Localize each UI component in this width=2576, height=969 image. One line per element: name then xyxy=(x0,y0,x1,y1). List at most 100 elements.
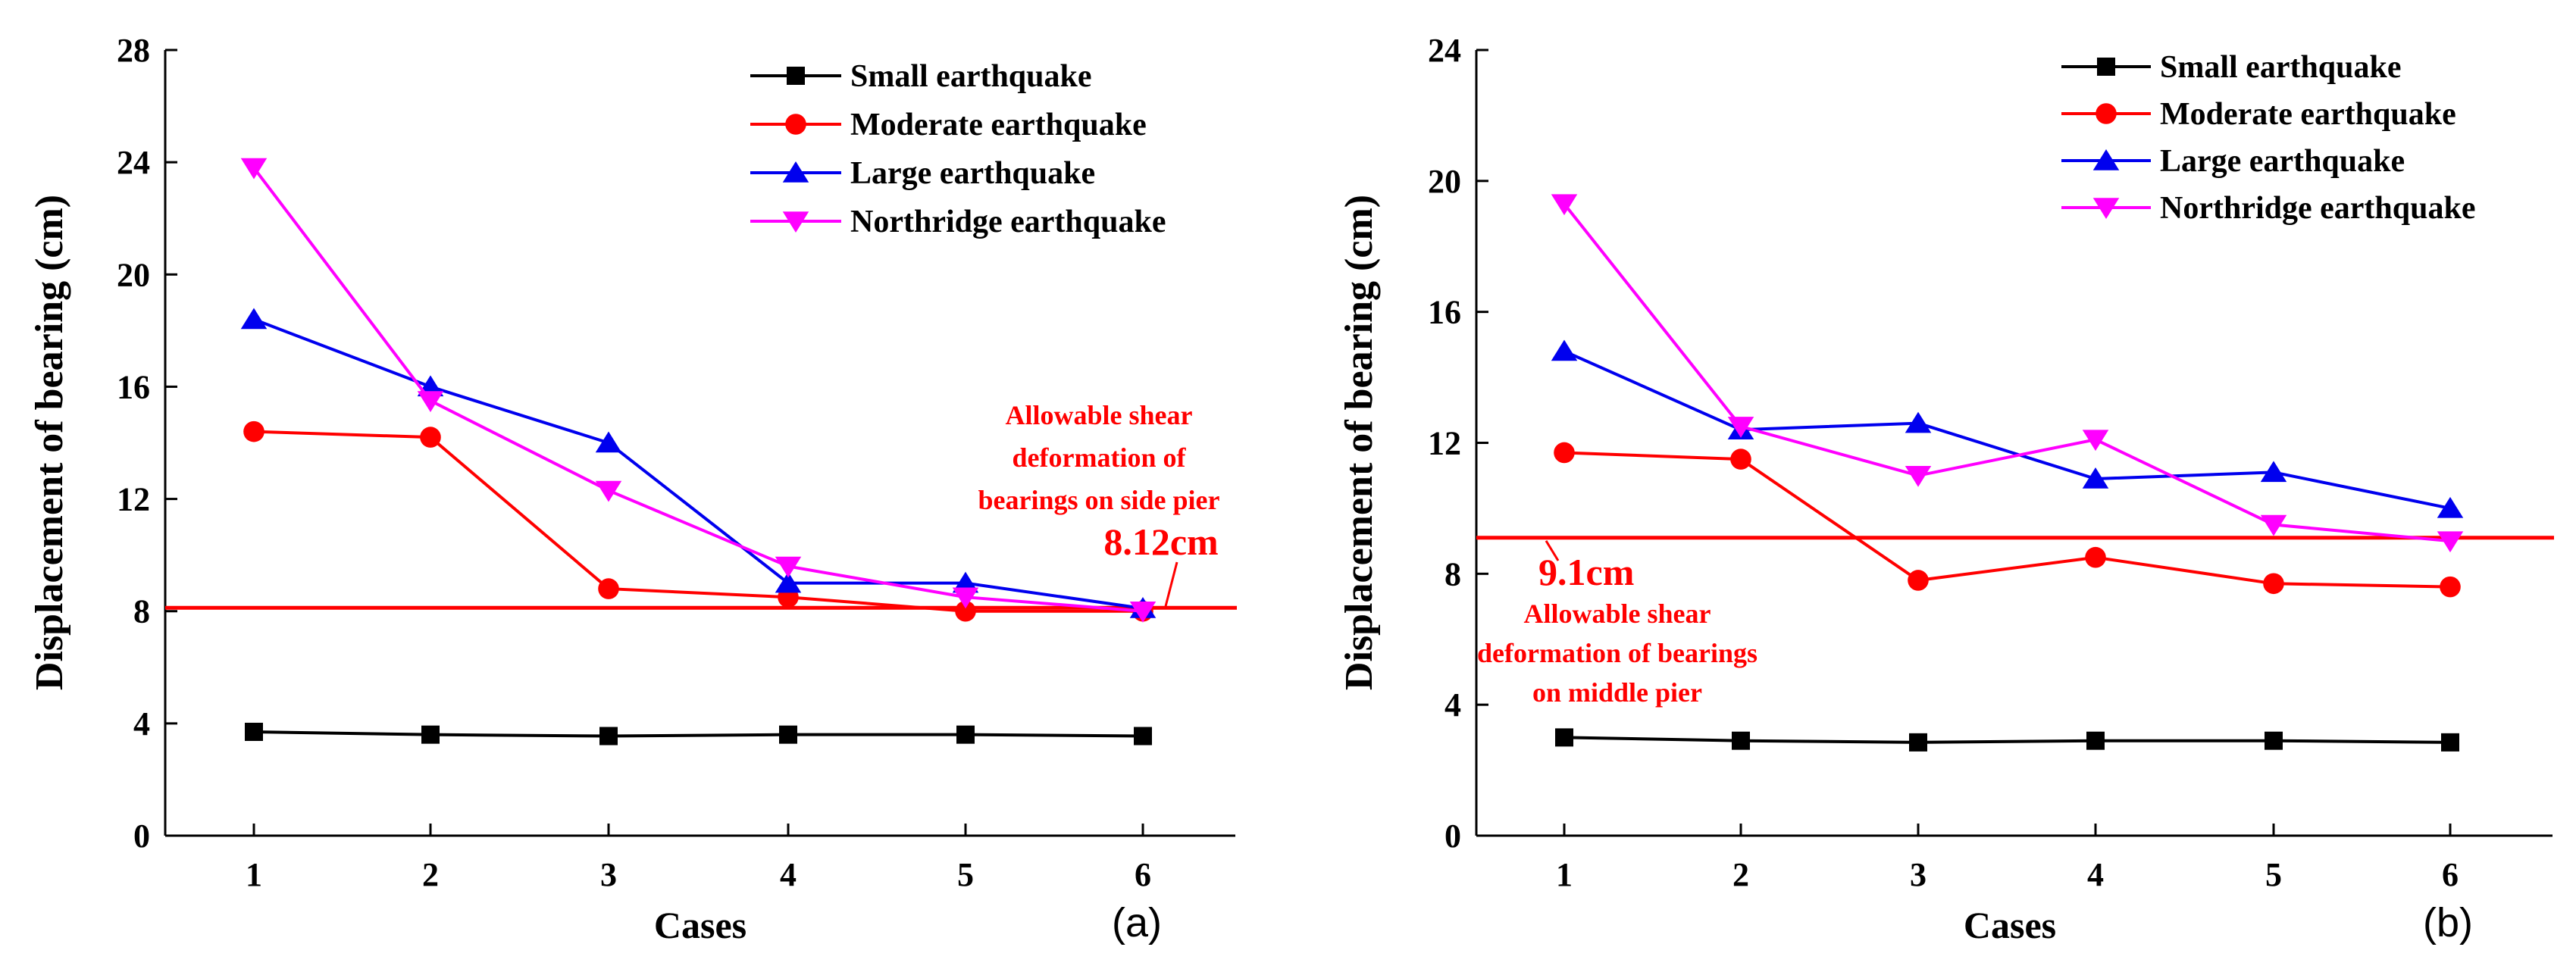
series-line xyxy=(1563,202,2451,543)
data-point xyxy=(417,391,444,412)
legend-marker xyxy=(782,211,809,233)
data-point xyxy=(243,420,264,442)
y-tick-label: 0 xyxy=(133,817,150,855)
series-large-earthquake xyxy=(1551,339,2464,518)
data-point xyxy=(2441,733,2459,752)
data-point xyxy=(2082,467,2109,489)
data-point xyxy=(1134,727,1152,746)
x-tick-label: 1 xyxy=(246,856,262,893)
data-point xyxy=(1730,449,1751,470)
data-point xyxy=(2265,731,2283,750)
series-moderate-earthquake xyxy=(1554,442,2461,598)
reference-note-line: deformation of bearings xyxy=(1477,638,1758,668)
reference-note-line: Allowable shear xyxy=(1006,400,1193,430)
panel-label: (b) xyxy=(2423,900,2473,946)
data-point xyxy=(2082,430,2109,452)
data-point xyxy=(2085,546,2106,568)
y-tick-label: 24 xyxy=(1428,32,1461,69)
data-point xyxy=(2437,531,2464,553)
series-moderate-earthquake xyxy=(243,420,1153,622)
data-point xyxy=(775,556,802,578)
y-axis-title: Displacement of bearing (cm) xyxy=(1338,195,1381,690)
reference-leader-line xyxy=(1545,540,1560,561)
legend-marker xyxy=(2097,58,2115,76)
data-point xyxy=(1732,731,1750,750)
y-tick-label: 20 xyxy=(1428,163,1461,200)
data-point xyxy=(955,600,976,622)
reference-note-line: on middle pier xyxy=(1532,677,1702,708)
y-tick-label: 8 xyxy=(1445,555,1461,592)
x-tick-label: 6 xyxy=(1135,856,1151,893)
x-tick-label: 2 xyxy=(1732,856,1749,893)
data-point xyxy=(779,725,797,744)
legend-marker xyxy=(782,161,809,183)
x-axis-title: Cases xyxy=(654,904,747,946)
data-point xyxy=(2263,573,2284,595)
data-point xyxy=(1727,417,1754,438)
series-line xyxy=(1563,451,2451,589)
x-tick-label: 4 xyxy=(2087,856,2104,893)
data-point xyxy=(1909,733,1927,752)
series-line xyxy=(253,730,1144,738)
x-tick-label: 2 xyxy=(422,856,439,893)
data-point xyxy=(2440,576,2461,598)
reference-leader-line xyxy=(1164,561,1178,607)
data-point xyxy=(1555,728,1573,747)
legend-marker xyxy=(785,114,806,135)
x-tick-label: 5 xyxy=(957,856,974,893)
series-line xyxy=(253,430,1143,613)
y-tick-label: 28 xyxy=(117,32,150,69)
data-point xyxy=(775,571,802,593)
data-point xyxy=(2260,461,2287,483)
data-point xyxy=(956,725,975,744)
legend-entry-label: Small earthquake xyxy=(850,59,1092,94)
data-point xyxy=(952,587,979,609)
y-tick-label: 16 xyxy=(1428,294,1461,331)
legend-marker xyxy=(2096,103,2117,124)
data-point xyxy=(1554,442,1575,464)
data-point xyxy=(2437,496,2464,518)
x-tick-label: 6 xyxy=(2442,856,2459,893)
reference-value-label: 8.12cm xyxy=(1103,520,1218,563)
series-line xyxy=(1563,349,2451,510)
series-small-earthquake xyxy=(1555,728,2459,752)
reference-note-line: Allowable shear xyxy=(1524,599,1711,629)
reference-note-line: bearings on side pier xyxy=(978,485,1219,515)
x-tick-label: 3 xyxy=(600,856,617,893)
legend-entry-label: Moderate earthquake xyxy=(850,108,1147,142)
y-tick-label: 0 xyxy=(1445,817,1461,855)
data-point xyxy=(1551,339,1578,361)
legend-entry-label: Moderate earthquake xyxy=(2160,97,2456,132)
legend-entry-label: Small earthquake xyxy=(2160,50,2402,85)
legend: Small earthquake Moderate earthquake Large… xyxy=(2061,50,2475,226)
data-point xyxy=(1908,570,1929,591)
data-point xyxy=(2260,514,2287,536)
series-line xyxy=(253,317,1144,610)
x-tick-label: 3 xyxy=(1910,856,1927,893)
x-tick-label: 5 xyxy=(2265,856,2282,893)
y-tick-label: 4 xyxy=(1445,686,1461,724)
y-tick-label: 12 xyxy=(117,481,150,518)
data-point xyxy=(595,480,622,502)
x-tick-label: 4 xyxy=(780,856,797,893)
series-northridge-earthquake xyxy=(240,158,1157,623)
data-point xyxy=(1551,194,1578,216)
data-point xyxy=(245,722,263,741)
panel-label: (a) xyxy=(1112,900,1162,946)
data-point xyxy=(420,427,441,448)
data-point xyxy=(598,578,619,599)
data-point xyxy=(421,725,440,744)
legend-marker xyxy=(2092,149,2120,170)
data-point xyxy=(1129,601,1157,623)
reference-note-line: deformation of xyxy=(1013,442,1187,473)
y-tick-label: 12 xyxy=(1428,425,1461,462)
data-point xyxy=(599,727,618,746)
data-point xyxy=(1905,465,1932,487)
legend-entry-label: Northridge earthquake xyxy=(2160,191,2475,226)
x-tick-label: 1 xyxy=(1556,856,1573,893)
y-tick-label: 16 xyxy=(117,368,150,405)
legend-entry-label: Large earthquake xyxy=(850,156,1095,191)
